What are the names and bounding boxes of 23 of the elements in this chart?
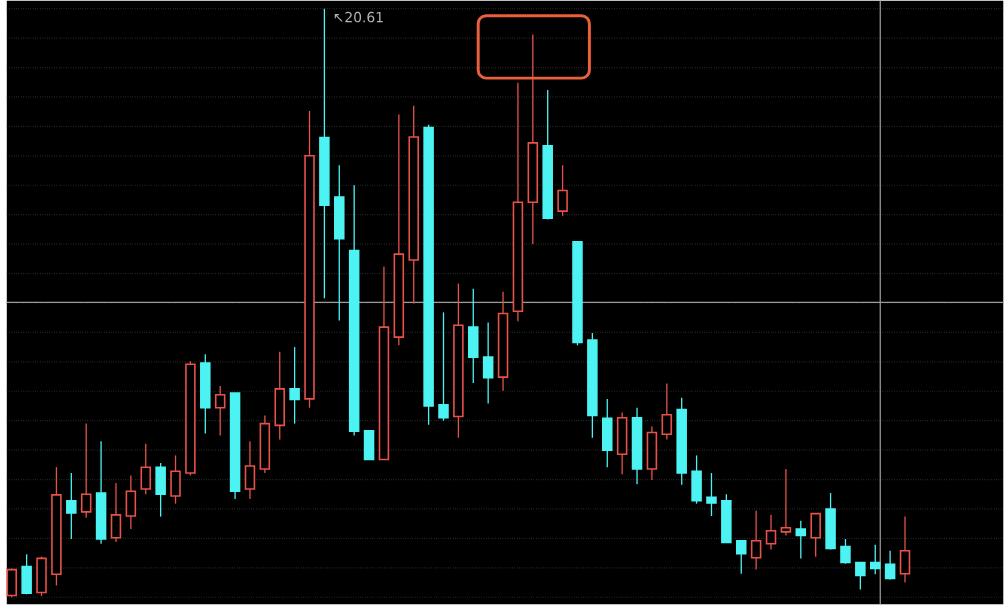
candlestick bbox=[661, 382, 673, 441]
candlestick bbox=[899, 515, 911, 584]
candlestick bbox=[735, 539, 747, 575]
candlestick bbox=[289, 346, 300, 425]
candlestick bbox=[795, 520, 807, 560]
candlestick bbox=[765, 514, 777, 551]
annotation: ↖20.61 bbox=[334, 11, 383, 23]
candlestick bbox=[855, 561, 866, 591]
candlestick bbox=[66, 472, 77, 540]
candlestick bbox=[884, 550, 896, 581]
candlestick bbox=[557, 164, 568, 217]
candlestick bbox=[482, 321, 494, 405]
candlestick bbox=[244, 440, 256, 500]
candlestick bbox=[840, 538, 851, 565]
candlestick bbox=[140, 443, 152, 495]
candlestick bbox=[869, 544, 881, 575]
candlestick bbox=[110, 482, 122, 543]
candlestick bbox=[438, 311, 449, 422]
candlestick bbox=[214, 385, 226, 437]
candlestick bbox=[80, 423, 92, 519]
candlestick bbox=[750, 510, 762, 571]
candlestick bbox=[780, 468, 792, 537]
candlestick bbox=[706, 472, 717, 517]
